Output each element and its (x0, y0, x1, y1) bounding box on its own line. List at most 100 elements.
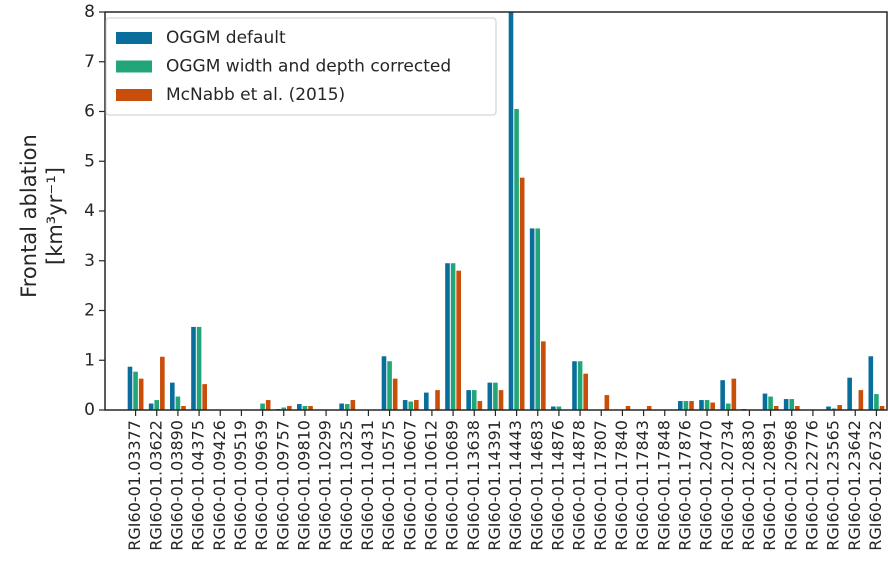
bar (768, 396, 773, 410)
bar (450, 263, 456, 410)
bar (689, 401, 694, 410)
bar (408, 401, 414, 410)
bar (498, 390, 504, 410)
x-tick-label: RGI60-01.22776 (802, 420, 821, 551)
x-tick-label: RGI60-01.03622 (146, 420, 165, 551)
bar (678, 401, 683, 410)
bar (783, 399, 789, 410)
bar (710, 402, 715, 410)
legend-label: OGGM default (166, 28, 286, 48)
x-tick-label: RGI60-01.03890 (167, 420, 186, 551)
x-tick-label: RGI60-01.09426 (210, 420, 229, 551)
bar (704, 400, 710, 410)
bar (874, 394, 879, 410)
bar (535, 228, 541, 410)
bar (287, 406, 292, 410)
bar (773, 406, 779, 410)
bar (344, 404, 350, 410)
bar (556, 406, 562, 410)
bars (127, 12, 885, 410)
y-tick-label: 6 (84, 102, 95, 122)
x-tick-label: RGI60-01.09810 (294, 420, 313, 551)
x-tick-label: RGI60-01.20734 (718, 420, 737, 551)
y-tick-label: 0 (84, 400, 95, 420)
bar (868, 356, 874, 410)
x-tick-label: RGI60-01.23642 (845, 420, 864, 551)
x-tick-label: RGI60-01.03377 (125, 420, 144, 551)
legend-swatch (116, 89, 152, 101)
bar (604, 395, 610, 410)
x-tick-label: RGI60-01.14443 (506, 420, 525, 551)
bar (148, 403, 154, 410)
bar (387, 361, 392, 410)
x-tick-label: RGI60-01.17840 (612, 420, 631, 551)
y-tick-label: 3 (84, 251, 95, 271)
x-tick-label: RGI60-01.10325 (337, 420, 356, 551)
bar (572, 361, 577, 410)
y-tick-label: 2 (84, 301, 95, 321)
x-tick-label: RGI60-01.13638 (464, 420, 483, 551)
bar (138, 378, 144, 410)
x-tick-label: RGI60-01.10299 (316, 420, 335, 551)
y-tick-label: 7 (84, 52, 95, 72)
bar (350, 400, 356, 410)
bar (154, 400, 160, 410)
x-tick-label: RGI60-01.10431 (358, 420, 377, 551)
bar (847, 377, 852, 410)
x-tick-label: RGI60-01.09757 (273, 420, 292, 551)
bar (260, 403, 265, 410)
x-tick-label: RGI60-01.09639 (252, 420, 271, 551)
x-tick-label: RGI60-01.14391 (485, 420, 504, 551)
bar (625, 406, 631, 410)
bar (519, 177, 525, 410)
x-tick-label: RGI60-01.26732 (866, 420, 885, 551)
bar (725, 403, 731, 410)
bar (127, 366, 133, 410)
bar (577, 361, 583, 410)
x-tick-label: RGI60-01.23565 (824, 420, 843, 551)
bar (170, 382, 175, 410)
bar (551, 406, 556, 410)
bar (160, 356, 165, 410)
x-tick-label: RGI60-01.09519 (231, 420, 250, 551)
legend-swatch (116, 60, 152, 73)
x-tick-label: RGI60-01.10689 (443, 420, 462, 551)
bar (879, 406, 885, 410)
bar (466, 390, 471, 410)
x-tick-label: RGI60-01.17807 (591, 420, 610, 551)
bar (308, 406, 313, 410)
bar (424, 392, 429, 410)
bar (477, 401, 483, 410)
legend-label: McNabb et al. (2015) (166, 85, 345, 105)
x-tick-label: RGI60-01.10607 (400, 420, 419, 551)
legend-box (105, 17, 497, 116)
bar (646, 406, 652, 410)
bar (191, 326, 196, 410)
bar (471, 390, 477, 410)
bar (762, 393, 768, 410)
bar (508, 12, 514, 410)
x-tick-label: RGI60-01.10575 (379, 420, 398, 551)
legend-label: OGGM width and depth corrected (166, 57, 451, 77)
bar (720, 380, 725, 410)
x-tick-label: RGI60-01.14683 (527, 420, 546, 551)
x-tick-label: RGI60-01.14878 (570, 420, 589, 551)
bar (302, 406, 308, 410)
bar (683, 401, 689, 410)
bar (297, 404, 302, 410)
x-tick-label: RGI60-01.20830 (739, 420, 758, 551)
legend-swatch (116, 32, 152, 44)
bar (402, 400, 408, 410)
bar (175, 396, 181, 410)
bar (826, 406, 831, 410)
bar (381, 356, 387, 410)
y-tick-label: 4 (84, 201, 95, 221)
bar (202, 384, 207, 410)
plot-frame (104, 11, 888, 411)
x-tick-label: RGI60-01.14876 (548, 420, 567, 551)
bar (731, 378, 737, 410)
bar (281, 407, 287, 410)
y-axis-label: Frontal ablation (17, 134, 41, 298)
bar (699, 400, 704, 410)
